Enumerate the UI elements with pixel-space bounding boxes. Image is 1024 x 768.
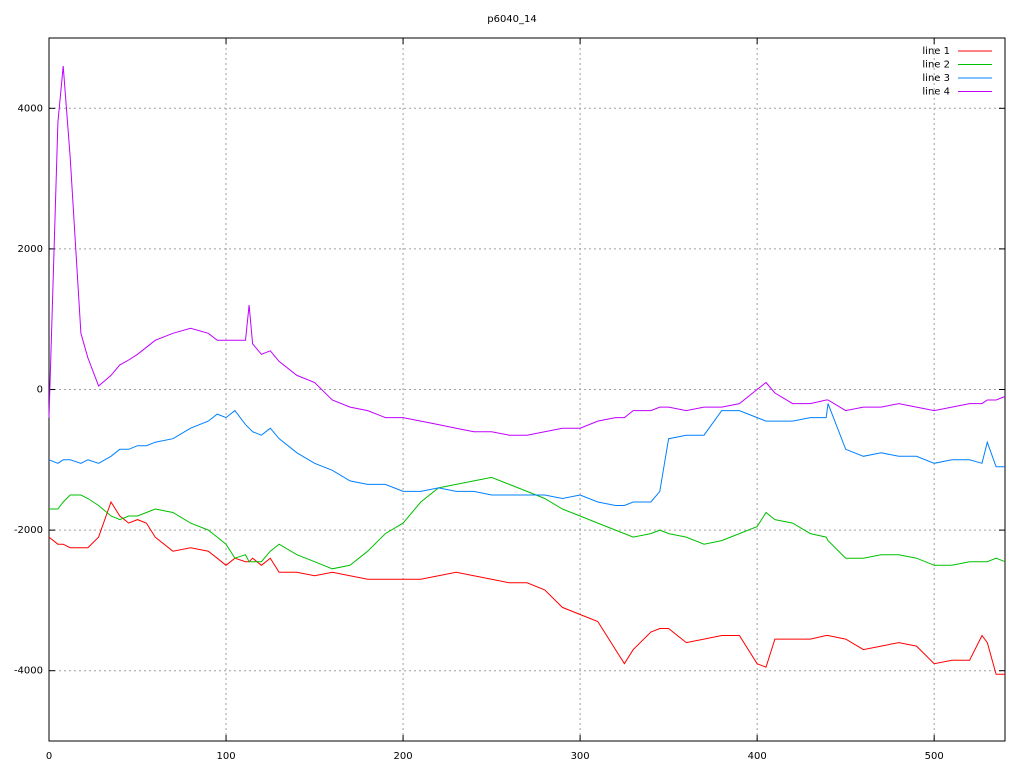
line-series [48,403,1005,506]
line-series [48,66,1006,436]
x-tick-label: 500 [925,751,944,762]
y-tick-label: 4000 [18,103,43,114]
y-tick-label: -4000 [14,666,43,677]
chart-title: p6040_14 [487,14,537,25]
legend-label: line 1 [922,46,950,57]
y-tick-label: -2000 [14,525,43,536]
x-tick-label: 400 [748,751,767,762]
y-tick-label: 2000 [18,244,43,255]
legend-label: line 2 [922,60,950,71]
line-series [49,476,1006,570]
x-tick-label: 100 [216,751,235,762]
legend-label: line 3 [922,73,950,84]
legend-label: line 4 [922,87,950,98]
plot-frame [48,37,1006,742]
y-tick-label: 0 [37,385,43,396]
x-tick-label: 0 [46,751,52,762]
x-tick-label: 200 [394,751,413,762]
x-tick-label: 300 [571,751,590,762]
line-series [48,500,1005,675]
